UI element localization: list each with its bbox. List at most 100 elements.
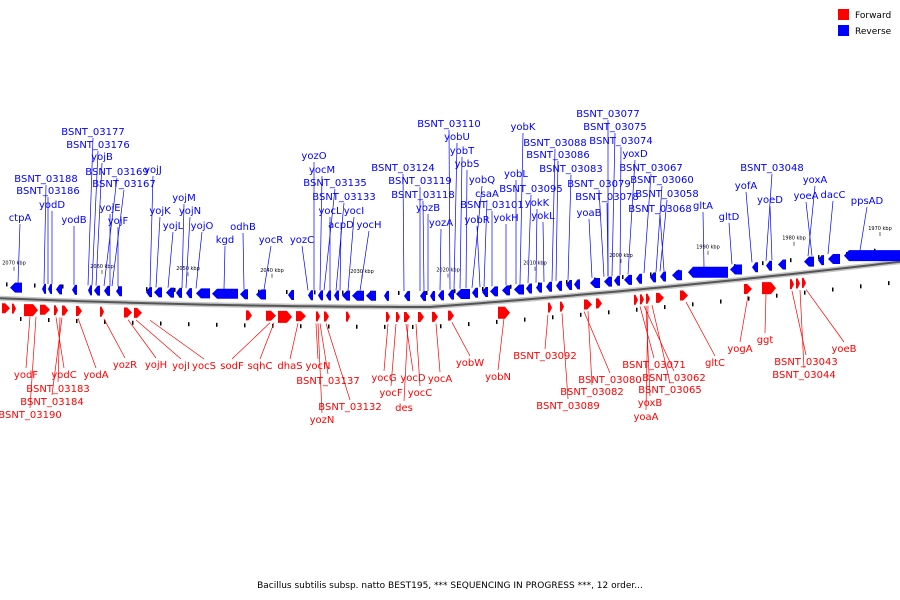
reverse-leader-line bbox=[619, 146, 622, 276]
reverse-leader-line bbox=[319, 175, 323, 291]
reverse-gene-label: kgd bbox=[216, 235, 235, 246]
reverse-gene-label: yojF bbox=[108, 216, 129, 227]
reverse-gene bbox=[430, 291, 435, 301]
minor-tick bbox=[48, 318, 50, 323]
forward-gene-label: yozR bbox=[113, 360, 137, 371]
minor-tick bbox=[664, 305, 666, 310]
reverse-gene-label: acpD bbox=[328, 220, 354, 231]
scale-tick-label: 1990 kbp bbox=[696, 245, 720, 251]
reverse-gene bbox=[614, 275, 620, 286]
reverse-gene bbox=[104, 285, 110, 296]
minor-tick bbox=[132, 320, 134, 325]
reverse-leader-line bbox=[471, 185, 483, 288]
reverse-gene-label: yozA bbox=[429, 218, 453, 229]
minor-tick bbox=[314, 290, 316, 295]
minor-tick bbox=[328, 324, 330, 329]
reverse-leader-line bbox=[551, 148, 556, 282]
reverse-gene bbox=[186, 288, 192, 299]
reverse-gene bbox=[482, 287, 488, 298]
minor-tick bbox=[76, 319, 78, 324]
reverse-gene-label: yocH bbox=[356, 220, 381, 231]
forward-leader-line bbox=[435, 323, 441, 373]
forward-gene-label: sodF bbox=[220, 361, 244, 372]
scale-tick-label: 2030 kbp bbox=[350, 269, 374, 275]
forward-gene-label: BSNT_03132 bbox=[318, 402, 381, 413]
minor-tick bbox=[412, 324, 414, 329]
minor-tick bbox=[174, 287, 176, 292]
reverse-leader-line bbox=[17, 223, 21, 283]
scale-tick-label: 2040 kbp bbox=[260, 268, 284, 274]
minor-tick bbox=[468, 322, 470, 327]
forward-gene-label: yoxB bbox=[638, 398, 663, 409]
minor-tick bbox=[482, 287, 484, 292]
forward-gene bbox=[796, 278, 800, 289]
scale-tick-label: 2060 kbp bbox=[90, 264, 114, 270]
minor-tick bbox=[356, 324, 358, 329]
forward-gene bbox=[656, 292, 664, 303]
reverse-gene bbox=[116, 286, 122, 297]
minor-tick bbox=[888, 281, 890, 286]
reverse-gene-label: yokH bbox=[493, 213, 518, 224]
genome-backbone bbox=[0, 259, 900, 310]
reverse-gene-label: BSNT_03078 bbox=[575, 192, 638, 203]
reverse-gene bbox=[384, 290, 389, 301]
reverse-gene bbox=[660, 271, 666, 282]
minor-tick bbox=[20, 316, 22, 321]
minor-tick bbox=[776, 293, 778, 298]
reverse-gene-label: ctpA bbox=[9, 213, 32, 224]
reverse-gene bbox=[766, 260, 772, 271]
minor-tick bbox=[790, 258, 792, 263]
reverse-leader-line bbox=[483, 199, 488, 287]
forward-gene bbox=[2, 303, 10, 314]
reverse-gene-label: gltA bbox=[693, 201, 713, 212]
reverse-leader-line bbox=[223, 245, 226, 289]
forward-gene bbox=[278, 310, 292, 323]
reverse-gene bbox=[514, 284, 524, 295]
minor-tick bbox=[832, 287, 834, 292]
minor-tick bbox=[216, 322, 218, 327]
forward-gene bbox=[432, 311, 438, 322]
forward-gene-label: BSNT_03184 bbox=[20, 397, 83, 408]
forward-gene-label: BSNT_03071 bbox=[622, 360, 685, 371]
reverse-leader-line bbox=[827, 200, 834, 255]
forward-gene bbox=[596, 298, 602, 309]
forward-gene-label: yocA bbox=[428, 374, 453, 385]
reverse-leader-line bbox=[402, 173, 405, 291]
reverse-gene-label: yojE bbox=[99, 203, 120, 214]
reverse-gene-label: yojB bbox=[91, 152, 113, 163]
reverse-gene bbox=[334, 290, 339, 301]
reverse-gene-label: BSNT_03095 bbox=[499, 184, 562, 195]
forward-gene-label: yobN bbox=[485, 372, 511, 383]
scale-tick-label: 2000 kbp bbox=[609, 253, 633, 259]
reverse-leader-line bbox=[643, 173, 652, 274]
reverse-gene-label: yoaB bbox=[576, 208, 601, 219]
reverse-gene-label: yobU bbox=[444, 132, 470, 143]
reverse-gene bbox=[490, 286, 498, 297]
minor-tick bbox=[566, 280, 568, 285]
forward-leader-line bbox=[259, 322, 275, 360]
reverse-gene-label: BSNT_03133 bbox=[312, 192, 375, 203]
reverse-gene bbox=[672, 270, 682, 281]
forward-gene bbox=[12, 303, 16, 314]
reverse-leader-line bbox=[95, 162, 103, 286]
reverse-gene-label: BSNT_03186 bbox=[16, 186, 79, 197]
forward-leader-line bbox=[587, 311, 593, 386]
forward-gene bbox=[744, 284, 752, 295]
reverse-gene-label: yokK bbox=[525, 198, 550, 209]
minor-tick bbox=[580, 312, 582, 317]
reverse-leader-line bbox=[555, 160, 559, 281]
forward-gene-label: yocF bbox=[379, 388, 403, 399]
forward-leader-line bbox=[127, 319, 157, 359]
forward-gene-label: BSNT_03043 bbox=[774, 357, 837, 368]
reverse-gene-label: yoeA bbox=[793, 191, 818, 202]
forward-gene-label: yozN bbox=[310, 415, 335, 426]
reverse-leader-line bbox=[195, 231, 203, 289]
forward-leader-line bbox=[289, 323, 299, 360]
forward-gene bbox=[404, 311, 410, 322]
minor-tick bbox=[398, 290, 400, 295]
forward-leader-line bbox=[497, 318, 505, 371]
reverse-gene-label: yoeD bbox=[757, 195, 783, 206]
reverse-leader-line bbox=[91, 150, 99, 286]
minor-tick bbox=[524, 317, 526, 322]
reverse-gene bbox=[472, 287, 478, 298]
